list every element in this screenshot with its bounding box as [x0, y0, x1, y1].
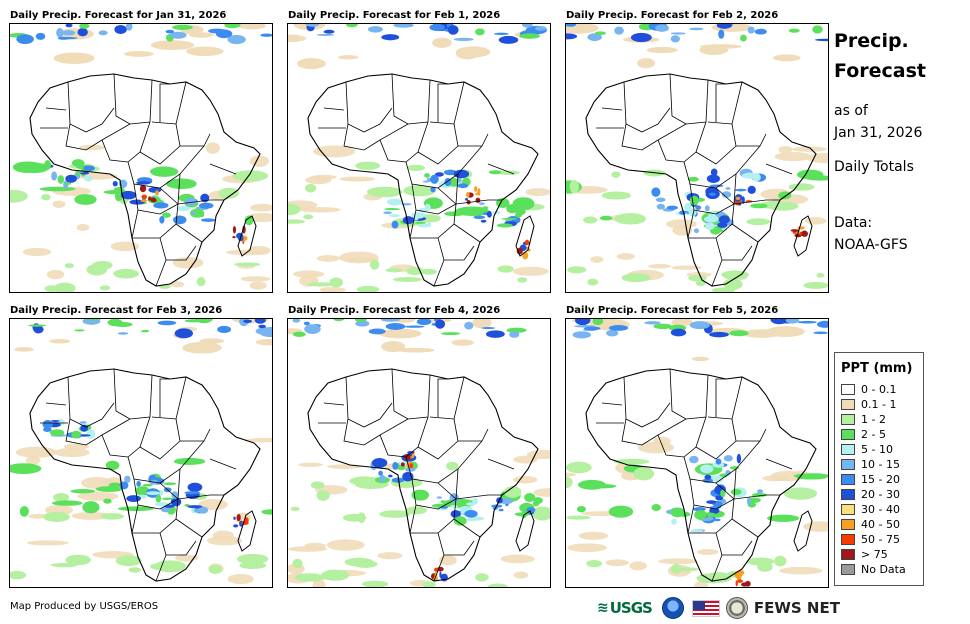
legend-swatch [841, 489, 855, 500]
legend: PPT (mm) 0 - 0.1 0.1 - 1 1 - 2 2 - 5 5 - 10 1… [834, 352, 924, 586]
fews-net-logo: FEWS NET [753, 599, 840, 617]
map-canvas [288, 319, 550, 587]
legend-item: 50 - 75 [841, 532, 917, 547]
us-flag-icon [691, 599, 720, 617]
legend-item: 2 - 5 [841, 427, 917, 442]
legend-item: 5 - 10 [841, 442, 917, 457]
legend-item: 40 - 50 [841, 517, 917, 532]
legend-item: 15 - 20 [841, 472, 917, 487]
legend-swatch [841, 504, 855, 515]
legend-label: 40 - 50 [861, 518, 900, 531]
legend-label: 15 - 20 [861, 473, 900, 486]
map-canvas [10, 24, 272, 292]
usgs-logo: ≋ USGS [597, 599, 653, 617]
panel-title: Daily Precip. Forecast for Feb 3, 2026 [10, 305, 223, 316]
forecast-panel-4: Daily Precip. Forecast for Feb 3, 2026 [9, 303, 277, 588]
legend-item: 10 - 15 [841, 457, 917, 472]
panel-title: Daily Precip. Forecast for Feb 5, 2026 [566, 305, 779, 316]
forecast-info: Precip. Forecast as of Jan 31, 2026 Dail… [834, 26, 964, 256]
as-of-date: Jan 31, 2026 [834, 125, 923, 141]
legend-item: 0 - 0.1 [841, 382, 917, 397]
forecast-panel-3: Daily Precip. Forecast for Feb 2, 2026 [565, 8, 833, 293]
precip-map [287, 318, 551, 588]
legend-label: 30 - 40 [861, 503, 900, 516]
legend-swatch [841, 384, 855, 395]
legend-label: 20 - 30 [861, 488, 900, 501]
state-dept-seal-icon [725, 597, 748, 619]
totals-label: Daily Totals [834, 159, 914, 175]
legend-swatch [841, 459, 855, 470]
usgs-wave-icon: ≋ [597, 600, 609, 616]
logo-strip: ≋ USGS FEWS NET [597, 596, 840, 620]
precip-map [9, 23, 273, 293]
precip-map [565, 23, 829, 293]
credit-text: Map Produced by USGS/EROS [10, 601, 159, 612]
legend-label: 0.1 - 1 [861, 398, 897, 411]
legend-label: 5 - 10 [861, 443, 893, 456]
legend-item: 0.1 - 1 [841, 397, 917, 412]
info-title-line2: Forecast [834, 60, 926, 82]
forecast-panel-2: Daily Precip. Forecast for Feb 1, 2026 [287, 8, 555, 293]
legend-item: > 75 [841, 547, 917, 562]
precip-map [565, 318, 829, 588]
map-canvas [566, 319, 828, 587]
forecast-panel-1: Daily Precip. Forecast for Jan 31, 2026 [9, 8, 277, 293]
legend-label: 10 - 15 [861, 458, 900, 471]
panel-title: Daily Precip. Forecast for Jan 31, 2026 [10, 10, 227, 21]
legend-title: PPT (mm) [841, 361, 913, 376]
legend-swatch [841, 399, 855, 410]
legend-item: 20 - 30 [841, 487, 917, 502]
precip-map [9, 318, 273, 588]
forecast-panel-5: Daily Precip. Forecast for Feb 4, 2026 [287, 303, 555, 588]
legend-label: 50 - 75 [861, 533, 900, 546]
legend-swatch [841, 414, 855, 425]
as-of-label: as of [834, 103, 868, 119]
forecast-panel-6: Daily Precip. Forecast for Feb 5, 2026 [565, 303, 833, 588]
legend-label: > 75 [861, 548, 888, 561]
legend-label: No Data [861, 563, 906, 576]
panel-title: Daily Precip. Forecast for Feb 4, 2026 [288, 305, 501, 316]
legend-swatch [841, 564, 855, 575]
legend-swatch [841, 549, 855, 560]
legend-item: No Data [841, 562, 917, 577]
legend-swatch [841, 474, 855, 485]
map-canvas [566, 24, 828, 292]
data-source: NOAA-GFS [834, 237, 908, 253]
data-label: Data: [834, 215, 873, 231]
legend-label: 0 - 0.1 [861, 383, 897, 396]
legend-item: 1 - 2 [841, 412, 917, 427]
legend-swatch [841, 429, 855, 440]
legend-label: 2 - 5 [861, 428, 886, 441]
legend-label: 1 - 2 [861, 413, 886, 426]
noaa-logo-icon [661, 597, 684, 619]
info-title-line1: Precip. [834, 30, 909, 52]
precip-map [287, 23, 551, 293]
legend-swatch [841, 534, 855, 545]
legend-item: 30 - 40 [841, 502, 917, 517]
usgs-logo-text: USGS [609, 599, 653, 617]
map-canvas [288, 24, 550, 292]
legend-swatch [841, 444, 855, 455]
panel-title: Daily Precip. Forecast for Feb 2, 2026 [566, 10, 779, 21]
map-canvas [10, 319, 272, 585]
panel-title: Daily Precip. Forecast for Feb 1, 2026 [288, 10, 501, 21]
legend-swatch [841, 519, 855, 530]
